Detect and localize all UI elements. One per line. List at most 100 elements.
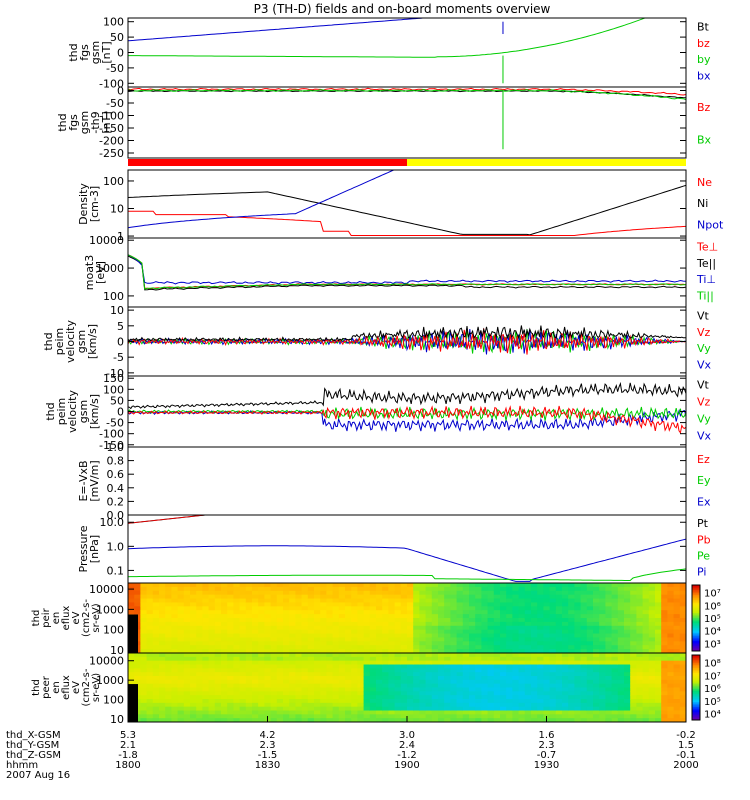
spec-0-ylabel: (cm2-s- xyxy=(81,599,92,637)
trace-vel2-2 xyxy=(128,405,686,435)
panel-4-legend-3: Vx xyxy=(697,359,712,372)
panel-1-tick-label: -100 xyxy=(99,110,124,123)
spec-0-ylabel: thd xyxy=(31,610,42,627)
panel-0-tick-label: -100 xyxy=(99,77,124,90)
panel-6-legend-0: Ez xyxy=(697,453,710,466)
panel-1-tick-label: 0 xyxy=(117,85,124,98)
panel-3-tick-label: 100 xyxy=(103,290,124,303)
colorbar-0-tick-label: 10⁵ xyxy=(704,614,721,625)
panel-3 xyxy=(127,237,687,308)
trace-pe xyxy=(128,568,686,581)
spec-1-ylabel: sr-eV) xyxy=(91,673,102,702)
colorbar-1-tick-label: 10⁶ xyxy=(704,684,721,695)
spec-1-ylabel: eV xyxy=(71,681,82,694)
panel-1-legend-1: Bx xyxy=(697,133,712,146)
panel-2-traces xyxy=(128,170,686,236)
x-tick-label-x: 4.2 xyxy=(260,730,276,741)
panel-5-tick-label: -150 xyxy=(99,439,124,452)
panel-3-tick-label: 10000 xyxy=(89,234,124,247)
panel-6-frame xyxy=(127,446,687,516)
panel-1-ylabel: -th9 xyxy=(89,111,102,133)
spectrogram-1 xyxy=(127,652,701,723)
x-tick-label-x: 3.0 xyxy=(399,730,415,741)
x-row-label: thd_Y-GSM xyxy=(6,740,59,751)
panel-0-frame xyxy=(127,17,687,88)
spec-0-ylabel: peir xyxy=(41,607,52,627)
panel-4-tick-label: -5 xyxy=(113,351,124,364)
panel-3-ylabel: moat3 xyxy=(83,255,96,291)
trace-pt xyxy=(128,515,210,524)
panel-6-ylabel: [mV/m] xyxy=(88,460,101,501)
panel-5-tick-label: 50 xyxy=(110,394,124,407)
panel-7-legend-1: Pb xyxy=(697,533,711,546)
panel-0-tick-label: 50 xyxy=(110,31,124,44)
panel-5-ylabel: velocity xyxy=(66,390,79,433)
panel-2-tick-label: 10 xyxy=(110,203,124,216)
x-tick-label-hhmm: 2000 xyxy=(673,760,698,771)
spec-0-ylabel: en xyxy=(51,612,62,625)
panel-5-ylabel: gsm xyxy=(77,400,90,423)
status-segment-1 xyxy=(407,159,686,166)
panel-0-ylabel: thd xyxy=(67,43,80,61)
status-segment-0 xyxy=(128,159,407,166)
spec-1-ylabel: thd xyxy=(31,679,42,696)
x-row-label: 2007 Aug 16 xyxy=(6,770,70,781)
panel-6-tick-label: 0.2 xyxy=(107,495,125,508)
panel-5-legend-3: Vx xyxy=(697,429,712,442)
panel-7-tick-label: 1.0 xyxy=(107,540,125,553)
trace-vel-3 xyxy=(128,325,686,342)
panel-4-ylabel: velocity xyxy=(64,320,77,363)
panel-6-tick-label: 0.0 xyxy=(107,509,125,522)
colorbar-1-tick-label: 10⁵ xyxy=(704,697,721,708)
x-tick-label-hhmm: 1800 xyxy=(115,760,140,771)
panel-2-ylabel: Density xyxy=(77,183,90,225)
panel-6-tick-label: 0.6 xyxy=(107,468,125,481)
panel-5-legend-0: Vt xyxy=(697,379,710,392)
x-tick-label-y: 2.1 xyxy=(120,740,136,751)
panel-6-tick-label: 1.0 xyxy=(107,441,125,454)
panel-2-frame xyxy=(127,169,687,239)
spec-1-ylabel: eflux xyxy=(61,675,72,700)
panel-4-ylabel: [km/s] xyxy=(86,324,99,359)
x-tick-label-hhmm: 1930 xyxy=(534,760,559,771)
panel-6-legend-2: Ex xyxy=(697,495,711,508)
panel-5-tick-label: 0 xyxy=(117,406,124,419)
spec-0-tick-label: 100 xyxy=(103,624,124,637)
panel-5-tick-label: 150 xyxy=(103,372,124,385)
x-tick-label-z: -0.1 xyxy=(676,750,696,761)
colorbar-0-tick-label: 10⁷ xyxy=(704,589,721,600)
panel-1-tick-label: -250 xyxy=(99,147,124,160)
trace-ni xyxy=(128,184,686,236)
x-tick-label-z: -1.5 xyxy=(258,750,278,761)
panel-4-legend-1: Vz xyxy=(697,326,711,339)
x-row-label: thd_X-GSM xyxy=(6,730,61,741)
panel-2 xyxy=(127,169,687,239)
panel-4-tick-label: 5 xyxy=(117,320,124,333)
panel-3-traces xyxy=(128,254,686,291)
panel-1 xyxy=(127,86,687,159)
trace-temp-2 xyxy=(128,254,686,285)
panel-3-legend-3: Ti|| xyxy=(696,290,714,303)
panel-5-tick-label: -100 xyxy=(99,428,124,441)
panel-1-tick-label: -200 xyxy=(99,135,124,148)
panel-5-traces xyxy=(128,381,686,435)
trace-vel2-0 xyxy=(128,409,686,433)
trace-temp-1 xyxy=(128,255,686,291)
spectrogram-0-gap xyxy=(128,614,138,653)
panel-1-ylabel: [nT] xyxy=(100,111,113,133)
spec-1-ylabel: en xyxy=(51,681,62,694)
spec-1-tick-label: 10000 xyxy=(89,655,124,668)
spec-0-ylabel: eV xyxy=(71,611,82,624)
panel-0-tick-label: 100 xyxy=(103,16,124,29)
trace-bx xyxy=(128,88,686,101)
panel-1-legend-0: Bz xyxy=(697,101,711,114)
panel-3-ylabel: [eV] xyxy=(94,261,107,284)
panel-5 xyxy=(127,375,687,448)
panel-3-frame xyxy=(127,237,687,308)
panel-6-ylabel: E=-VxB xyxy=(77,460,90,501)
panel-4-ylabel: gsm xyxy=(75,330,88,353)
panel-2-tick-label: 1 xyxy=(117,230,124,243)
panel-5-ylabel: thd xyxy=(44,402,57,420)
panel-7 xyxy=(127,514,687,584)
